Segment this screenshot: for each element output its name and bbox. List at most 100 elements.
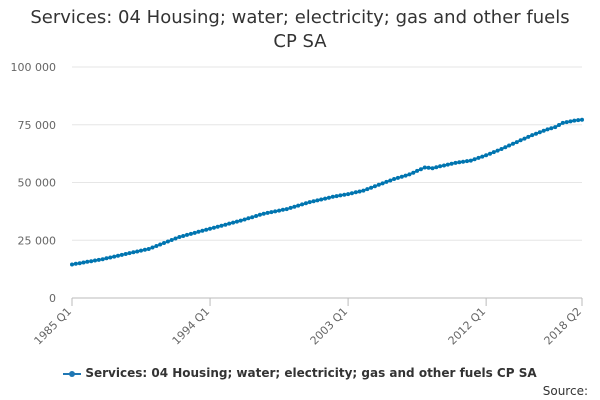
data-point[interactable] [250,215,255,220]
data-point[interactable] [85,259,90,264]
data-point[interactable] [204,227,209,232]
data-point[interactable] [231,220,236,225]
data-point[interactable] [211,225,216,230]
data-point[interactable] [334,194,339,199]
data-point[interactable] [541,128,546,133]
data-point[interactable] [223,222,228,227]
data-point[interactable] [104,256,109,261]
data-point[interactable] [415,168,420,173]
data-point[interactable] [580,117,584,122]
data-point[interactable] [108,255,113,260]
data-point[interactable] [131,250,136,255]
data-point[interactable] [311,199,316,204]
data-point[interactable] [142,247,147,252]
data-point[interactable] [576,118,581,123]
data-point[interactable] [369,185,374,190]
data-point[interactable] [315,198,320,203]
data-point[interactable] [461,159,466,164]
data-point[interactable] [434,165,439,170]
data-point[interactable] [495,148,500,153]
data-point[interactable] [188,231,193,236]
data-point[interactable] [158,242,163,247]
data-point[interactable] [261,211,266,216]
data-point[interactable] [514,140,519,145]
data-point[interactable] [449,161,454,166]
data-point[interactable] [215,224,220,229]
data-point[interactable] [338,193,343,198]
data-point[interactable] [572,118,577,123]
data-point[interactable] [165,239,170,244]
data-point[interactable] [162,241,166,245]
data-point[interactable] [234,219,239,224]
data-point[interactable] [100,257,105,262]
data-point[interactable] [430,166,435,171]
data-point[interactable] [564,120,569,125]
data-point[interactable] [77,261,82,266]
data-point[interactable] [522,136,527,141]
data-point[interactable] [307,200,312,205]
data-point[interactable] [530,133,535,138]
data-point[interactable] [154,244,159,248]
data-point[interactable] [526,134,531,139]
data-point[interactable] [418,167,423,172]
data-point[interactable] [476,155,481,160]
data-point[interactable] [150,245,155,250]
data-point[interactable] [81,260,86,265]
data-point[interactable] [89,259,94,264]
data-point[interactable] [503,145,508,150]
data-point[interactable] [465,159,469,164]
data-point[interactable] [468,158,473,163]
data-point[interactable] [349,191,354,196]
data-point[interactable] [395,175,400,180]
data-point[interactable] [491,150,496,155]
data-point[interactable] [169,238,174,242]
data-point[interactable] [545,127,550,132]
data-point[interactable] [388,178,393,183]
data-point[interactable] [365,187,370,192]
data-point[interactable] [280,207,285,212]
data-point[interactable] [319,197,324,202]
data-point[interactable] [518,138,523,143]
data-point[interactable] [300,202,305,207]
data-point[interactable] [254,214,259,218]
data-point[interactable] [273,209,278,214]
data-point[interactable] [457,160,462,165]
data-point[interactable] [472,157,477,162]
data-point[interactable] [116,253,120,258]
data-point[interactable] [507,143,512,148]
data-point[interactable] [192,230,197,235]
data-point[interactable] [185,232,189,237]
data-point[interactable] [269,210,274,215]
data-point[interactable] [127,251,132,256]
data-point[interactable] [568,119,573,124]
data-point[interactable] [384,179,389,184]
data-point[interactable] [296,203,301,208]
data-point[interactable] [146,247,151,251]
data-point[interactable] [323,196,328,201]
data-point[interactable] [342,192,347,197]
data-point[interactable] [488,151,492,156]
data-point[interactable] [511,141,515,146]
data-point[interactable] [112,254,117,259]
data-point[interactable] [238,218,243,223]
data-point[interactable] [119,252,124,257]
data-point[interactable] [346,192,351,197]
data-point[interactable] [422,165,427,170]
data-point[interactable] [553,125,558,130]
data-point[interactable] [288,205,293,210]
data-point[interactable] [177,235,182,239]
data-point[interactable] [246,216,251,221]
data-point[interactable] [480,154,485,159]
data-point[interactable] [277,208,282,213]
data-point[interactable] [376,182,381,187]
data-point[interactable] [499,147,504,151]
data-point[interactable] [380,181,385,186]
data-point[interactable] [96,257,101,262]
data-point[interactable] [326,195,331,200]
data-point[interactable] [537,130,542,135]
data-point[interactable] [453,160,458,165]
data-point[interactable] [70,262,74,267]
data-point[interactable] [445,162,450,167]
data-point[interactable] [200,228,205,233]
legend[interactable]: Services: 04 Housing; water; electricity… [0,366,600,380]
